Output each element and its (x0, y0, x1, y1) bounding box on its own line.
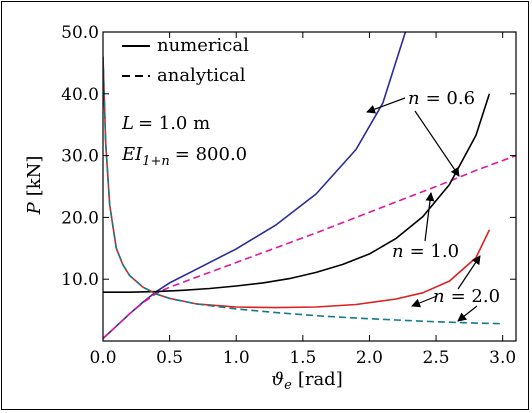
arrow-n-0-6-analytical (414, 110, 460, 177)
x-tick-label: 3.0 (489, 348, 516, 368)
tick-layer: 0.0 0.5 1.0 1.5 2.0 2.5 3.0 10.0 20.0 30.0 40.0 50.… (61, 23, 516, 368)
annotation-n-2-0: n = 2.0 (433, 286, 500, 307)
x-tick-label: 0.0 (89, 348, 116, 368)
legend-label-analytical: analytical (157, 65, 246, 86)
arrow-n-2-0-analytical (457, 305, 478, 322)
annotation-n-1-0: n = 1.0 (392, 241, 459, 262)
param-EI: EI1+n = 800.0 (121, 144, 247, 169)
arrow-n-2-0-numerical (457, 255, 481, 290)
y-tick-label: 50.0 (61, 23, 99, 43)
y-axis-label: P[kN] (24, 156, 45, 216)
arrow-n-1-0 (424, 192, 435, 242)
x-tick-label: 0.5 (156, 348, 183, 368)
annotation-n-0-6: n = 0.6 (408, 88, 475, 109)
x-tick-label: 1.0 (223, 348, 250, 368)
x-tick-label: 2.5 (423, 348, 450, 368)
arrow-n-2-0-left (411, 295, 438, 308)
y-tick-label: 40.0 (61, 85, 99, 105)
series-layer (103, 32, 516, 340)
arrow-n-0-6-numerical (366, 97, 406, 114)
plot-area-frame (102, 31, 517, 342)
x-tick-label: 2.0 (356, 348, 383, 368)
param-L: L = 1.0 m (121, 113, 210, 134)
y-tick-label: 20.0 (61, 208, 99, 228)
x-axis-label: ϑe [rad] (271, 369, 342, 393)
y-tick-label: 30.0 (61, 147, 99, 167)
y-tick-label: 10.0 (61, 270, 99, 290)
legend-label-numerical: numerical (157, 35, 249, 56)
x-tick-label: 1.5 (289, 348, 316, 368)
series--0-6-dashed-line-1 (103, 154, 516, 340)
series--1-0-solid-line-2 (103, 93, 491, 293)
